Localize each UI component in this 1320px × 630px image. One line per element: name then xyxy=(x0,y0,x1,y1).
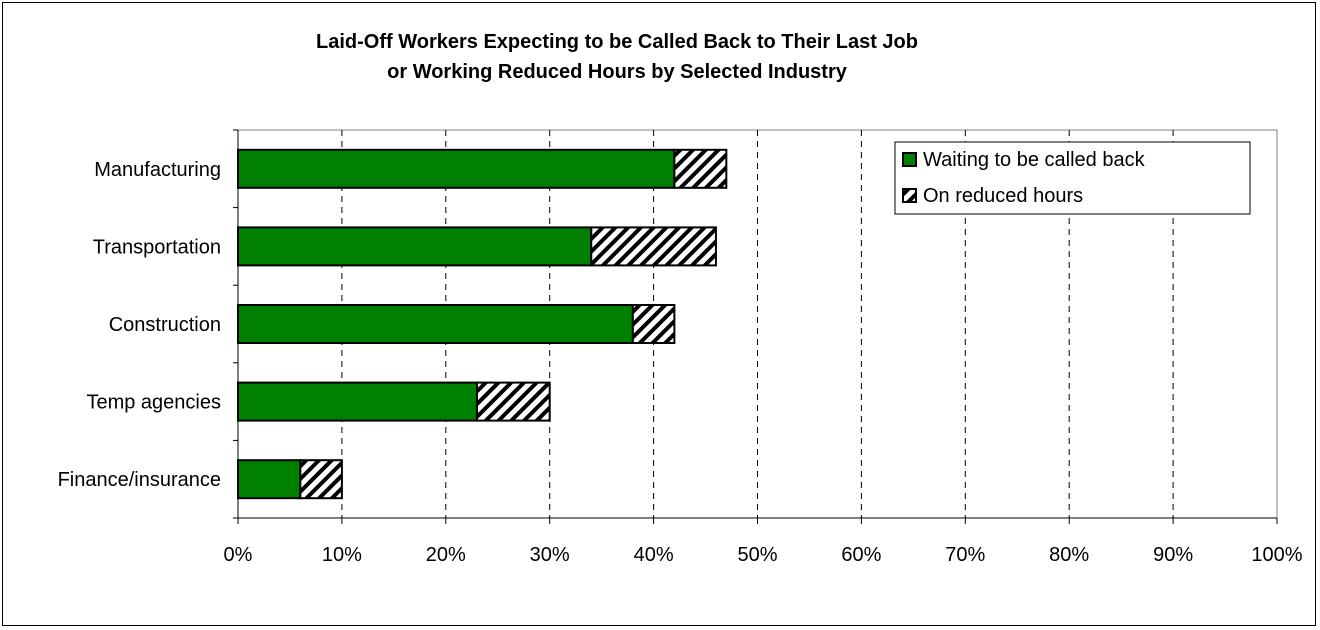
chart-title: Laid-Off Workers Expecting to be Called … xyxy=(0,27,1234,87)
category-label-2: Construction xyxy=(109,314,221,336)
x-tick-label-4: 40% xyxy=(634,544,674,566)
category-label-4: Finance/insurance xyxy=(58,469,221,491)
bar-reduced-hours-1 xyxy=(590,226,717,267)
bar-reduced-hours-3 xyxy=(475,381,551,422)
legend xyxy=(894,141,1251,215)
bar-called-back-3 xyxy=(237,381,478,422)
bar-called-back-0 xyxy=(237,148,676,189)
bar-reduced-hours-4 xyxy=(299,459,343,500)
x-tick-label-3: 30% xyxy=(530,544,570,566)
category-label-0: Manufacturing xyxy=(94,159,221,181)
x-tick-label-6: 60% xyxy=(841,544,881,566)
bar-reduced-hours-2 xyxy=(631,304,676,344)
legend-swatch-0 xyxy=(902,152,917,167)
x-tick-label-5: 50% xyxy=(737,544,777,566)
x-tick-label-8: 80% xyxy=(1049,544,1089,566)
x-tick-label-9: 90% xyxy=(1153,544,1193,566)
bar-reduced-hours-0 xyxy=(673,148,728,189)
category-label-3: Temp agencies xyxy=(86,392,221,414)
x-tick-label-7: 70% xyxy=(945,544,985,566)
bar-called-back-4 xyxy=(237,459,302,500)
bar-called-back-1 xyxy=(237,226,593,267)
chart-title-line-1: Laid-Off Workers Expecting to be Called … xyxy=(316,31,918,53)
x-tick-label-10: 100% xyxy=(1251,544,1302,566)
bar-called-back-2 xyxy=(237,304,634,344)
chart-title-line-2: or Working Reduced Hours by Selected Ind… xyxy=(387,61,847,83)
category-label-1: Transportation xyxy=(93,236,221,258)
legend-label-0: Waiting to be called back xyxy=(923,149,1146,171)
x-tick-label-0: 0% xyxy=(224,544,253,566)
legend-swatch-1 xyxy=(902,188,917,203)
x-tick-label-1: 10% xyxy=(322,544,362,566)
x-tick-label-2: 20% xyxy=(426,544,466,566)
legend-label-1: On reduced hours xyxy=(923,185,1083,207)
